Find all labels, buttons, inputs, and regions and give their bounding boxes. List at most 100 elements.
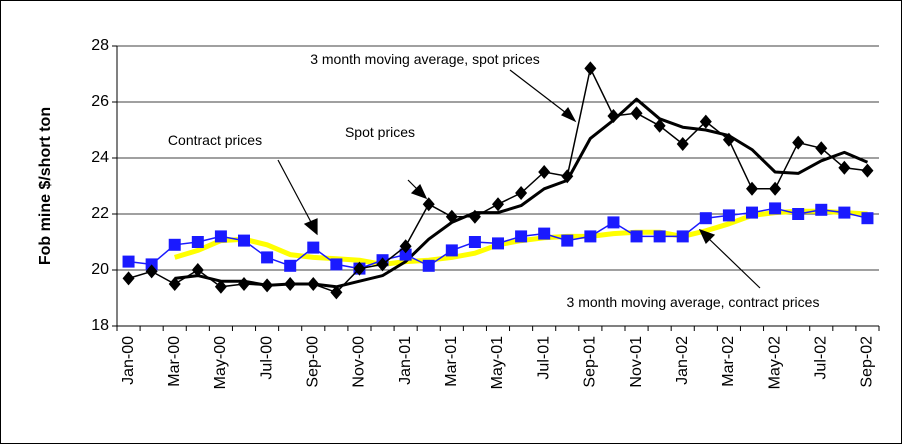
y-tick-label: 22: [91, 205, 109, 222]
marker: [191, 263, 204, 277]
x-tick-label: May-00: [212, 336, 229, 389]
arrow-head: [410, 183, 428, 200]
y-axis-label: Fob mine $/short ton: [37, 107, 54, 265]
annotations: [277, 69, 761, 289]
marker: [214, 230, 227, 243]
marker: [538, 165, 551, 179]
y-tick-label: 28: [91, 37, 109, 54]
marker: [168, 277, 181, 291]
marker: [746, 206, 758, 219]
marker: [722, 132, 735, 147]
marker: [330, 285, 343, 300]
marker: [284, 259, 297, 272]
marker: [399, 239, 412, 254]
marker: [353, 261, 366, 276]
marker: [769, 181, 782, 196]
annotation: 3 month moving average, spot prices: [310, 51, 540, 67]
marker: [699, 114, 712, 129]
marker: [630, 230, 643, 243]
marker: [214, 279, 227, 294]
annotation: Contract prices: [168, 132, 262, 148]
marker: [445, 209, 458, 224]
marker: [653, 230, 666, 243]
marker: [492, 237, 504, 250]
marker: [538, 227, 551, 240]
x-tick-label: May-02: [766, 336, 783, 389]
x-tick-label: Mar-02: [720, 336, 737, 387]
marker: [584, 61, 597, 76]
marker: [584, 230, 597, 243]
marker: [815, 203, 828, 216]
marker: [838, 160, 851, 175]
x-tick-label: Jan-00: [120, 336, 137, 385]
x-tick-label: Jul-02: [812, 336, 829, 380]
marker: [515, 186, 528, 200]
arrow-head: [698, 228, 716, 245]
marker: [261, 251, 274, 264]
x-tick-label: Jan-02: [674, 336, 691, 385]
x-tick-label: Jul-01: [535, 336, 552, 380]
x-tick-label: Mar-01: [443, 336, 460, 387]
x-tick-label: Sep-01: [582, 336, 599, 388]
arrow-head: [303, 218, 318, 236]
x-tick-label: Jul-00: [258, 336, 275, 380]
marker: [238, 234, 250, 247]
marker: [861, 212, 874, 225]
marker: [307, 241, 320, 254]
x-tick-label: Nov-01: [628, 336, 645, 388]
marker: [422, 259, 435, 272]
marker: [607, 216, 620, 229]
marker: [653, 118, 666, 133]
marker: [284, 277, 297, 291]
marker: [676, 230, 689, 243]
marker: [122, 271, 135, 286]
x-tick-label: Nov-00: [351, 336, 368, 388]
marker: [746, 181, 758, 196]
marker: [769, 202, 782, 215]
y-tick-label: 20: [91, 261, 109, 278]
marker: [261, 278, 274, 293]
marker: [561, 234, 574, 247]
marker: [145, 264, 158, 279]
annotation: 3 month moving average, contract prices: [567, 294, 820, 310]
marker: [376, 257, 389, 272]
x-tick-label: May-01: [489, 336, 506, 389]
marker: [122, 255, 135, 268]
marker: [630, 106, 643, 121]
marker: [330, 258, 343, 271]
marker: [676, 137, 689, 151]
annotation-arrow: [705, 235, 761, 289]
marker: [422, 197, 435, 212]
marker: [561, 169, 574, 184]
marker: [815, 141, 828, 156]
marker: [307, 277, 320, 291]
marker: [191, 236, 204, 248]
marker: [492, 197, 504, 212]
marker: [861, 163, 874, 178]
marker: [699, 212, 712, 225]
x-tick-label: Mar-00: [166, 336, 183, 387]
marker: [515, 230, 528, 243]
plot-area: 18 20 22 24 26 28 Jan-00 Mar-00 May-00 Jul-00 Sep-…: [91, 37, 880, 389]
marker: [838, 206, 851, 219]
marker: [468, 209, 481, 224]
marker: [722, 209, 735, 222]
marker: [468, 236, 481, 248]
x-tick-label: Sep-02: [859, 336, 876, 388]
marker: [445, 244, 458, 257]
y-tick-label: 26: [91, 93, 109, 110]
annotation-arrow: [509, 69, 571, 117]
marker: [607, 109, 620, 123]
marker: [168, 238, 181, 251]
arrow-head: [561, 106, 577, 123]
marker: [792, 135, 805, 150]
marker: [399, 248, 412, 261]
x-tick-label: Jan-01: [397, 336, 414, 385]
y-tick-label: 18: [91, 317, 109, 334]
marker: [238, 277, 250, 291]
annotation-arrow: [277, 159, 313, 225]
marker: [792, 208, 805, 220]
y-tick-label: 24: [91, 149, 109, 166]
